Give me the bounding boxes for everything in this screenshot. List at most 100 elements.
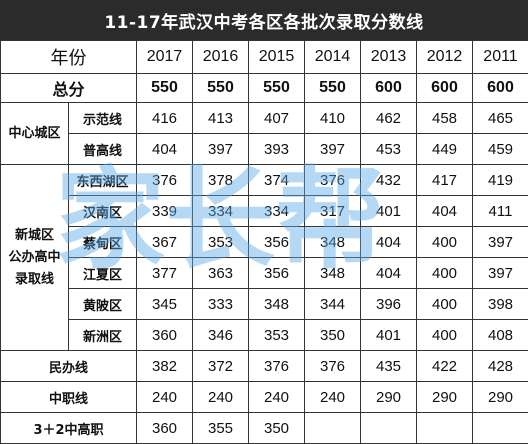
score-cell: 408 [473, 320, 528, 351]
score-cell: 393 [249, 134, 305, 165]
score-cell: 376 [249, 351, 305, 382]
score-cell: 400 [417, 289, 473, 320]
score-cell: 367 [137, 227, 193, 258]
score-cell: 353 [193, 227, 249, 258]
score-cell: 422 [417, 351, 473, 382]
score-cell: 317 [305, 196, 361, 227]
score-cell: 453 [361, 134, 417, 165]
score-cell [417, 413, 473, 444]
district-label: 黄陂区 [69, 289, 137, 320]
year-header: 2013 [361, 41, 417, 74]
score-cell: 334 [249, 196, 305, 227]
score-cell: 240 [249, 382, 305, 413]
score-cell: 348 [305, 258, 361, 289]
score-cell: 350 [249, 413, 305, 444]
score-cell: 348 [305, 227, 361, 258]
district-label: 普高线 [69, 134, 137, 165]
score-cell: 350 [305, 320, 361, 351]
score-cell: 435 [361, 351, 417, 382]
score-cell: 458 [417, 103, 473, 134]
score-cell: 428 [473, 351, 528, 382]
year-header: 2015 [249, 41, 305, 74]
year-header: 2016 [193, 41, 249, 74]
score-cell: 382 [137, 351, 193, 382]
total-value: 600 [361, 74, 417, 103]
year-header: 2012 [417, 41, 473, 74]
score-cell: 376 [137, 165, 193, 196]
district-label: 新洲区 [69, 320, 137, 351]
total-value: 550 [305, 74, 361, 103]
score-cell: 348 [249, 289, 305, 320]
score-cell: 417 [417, 165, 473, 196]
score-cell: 419 [473, 165, 528, 196]
score-cell: 404 [361, 227, 417, 258]
score-cell: 465 [473, 103, 528, 134]
score-cell: 372 [193, 351, 249, 382]
score-cell: 290 [361, 382, 417, 413]
score-cell [361, 413, 417, 444]
score-cell: 397 [193, 134, 249, 165]
total-label: 总分 [1, 74, 137, 103]
score-cell [305, 413, 361, 444]
year-header: 2017 [137, 41, 193, 74]
row-label: 中职线 [1, 382, 137, 413]
year-label: 年份 [1, 41, 137, 74]
score-cell: 360 [137, 413, 193, 444]
score-cell: 413 [193, 103, 249, 134]
table-title: 11-17年武汉中考各区各批次录取分数线 [0, 0, 528, 40]
score-cell: 411 [473, 196, 528, 227]
total-value: 550 [137, 74, 193, 103]
row-label: 民办线 [1, 351, 137, 382]
score-cell: 240 [193, 382, 249, 413]
total-value: 600 [473, 74, 528, 103]
score-cell: 404 [137, 134, 193, 165]
total-value: 600 [417, 74, 473, 103]
score-cell: 378 [193, 165, 249, 196]
district-label: 示范线 [69, 103, 137, 134]
group-label: 新城区公办高中录取线 [1, 165, 69, 351]
score-cell: 449 [417, 134, 473, 165]
score-cell [473, 413, 528, 444]
score-cell: 240 [305, 382, 361, 413]
score-cell: 290 [473, 382, 528, 413]
score-cell: 396 [361, 289, 417, 320]
district-label: 江夏区 [69, 258, 137, 289]
score-cell: 376 [305, 165, 361, 196]
score-cell: 376 [305, 351, 361, 382]
total-value: 550 [193, 74, 249, 103]
year-header: 2014 [305, 41, 361, 74]
row-label: 3＋2中高职 [1, 413, 137, 444]
district-label: 汉南区 [69, 196, 137, 227]
score-cell: 346 [193, 320, 249, 351]
score-cell: 356 [249, 227, 305, 258]
score-cell: 459 [473, 134, 528, 165]
score-cell: 404 [417, 196, 473, 227]
score-cell: 353 [249, 320, 305, 351]
score-cell: 400 [417, 320, 473, 351]
score-cell: 397 [473, 258, 528, 289]
score-cell: 462 [361, 103, 417, 134]
score-cell: 401 [361, 320, 417, 351]
score-cell: 360 [137, 320, 193, 351]
score-cell: 401 [361, 196, 417, 227]
score-cell: 333 [193, 289, 249, 320]
score-cell: 404 [361, 258, 417, 289]
score-cell: 355 [193, 413, 249, 444]
year-header: 2011 [473, 41, 528, 74]
district-label: 蔡甸区 [69, 227, 137, 258]
score-cell: 400 [417, 227, 473, 258]
score-cell: 410 [305, 103, 361, 134]
